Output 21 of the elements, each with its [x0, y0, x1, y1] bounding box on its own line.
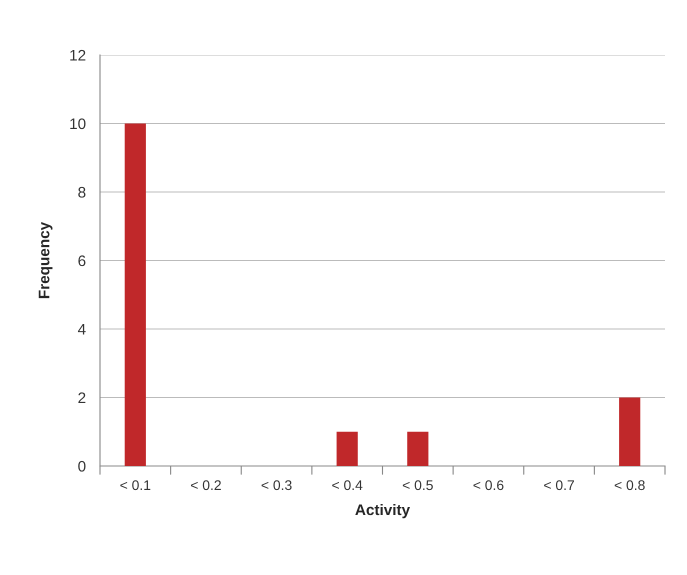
bar	[407, 432, 428, 466]
y-axis-title: Frequency	[38, 222, 52, 298]
x-tick-label: < 0.2	[190, 480, 221, 490]
bar	[336, 432, 358, 466]
x-tick-label: < 0.1	[120, 480, 150, 490]
y-tick-label: 6	[78, 255, 86, 266]
x-tick-label: < 0.5	[402, 480, 433, 490]
x-tick-label: < 0.4	[332, 480, 362, 490]
x-tick-label: < 0.3	[262, 480, 292, 490]
y-tick-label: 10	[70, 118, 86, 130]
y-tick-label: 12	[70, 50, 86, 61]
x-tick-label: < 0.7	[544, 480, 574, 490]
y-tick-label: 2	[78, 392, 86, 404]
x-tick-label: < 0.8	[614, 480, 645, 490]
y-tick-label: 4	[78, 324, 86, 335]
bar	[124, 124, 146, 466]
y-tick-label: 0	[78, 460, 86, 472]
x-axis-title: Activity	[355, 504, 410, 518]
y-tick-label: 8	[78, 186, 86, 198]
x-tick-label: < 0.6	[473, 480, 504, 490]
bar	[619, 398, 640, 466]
